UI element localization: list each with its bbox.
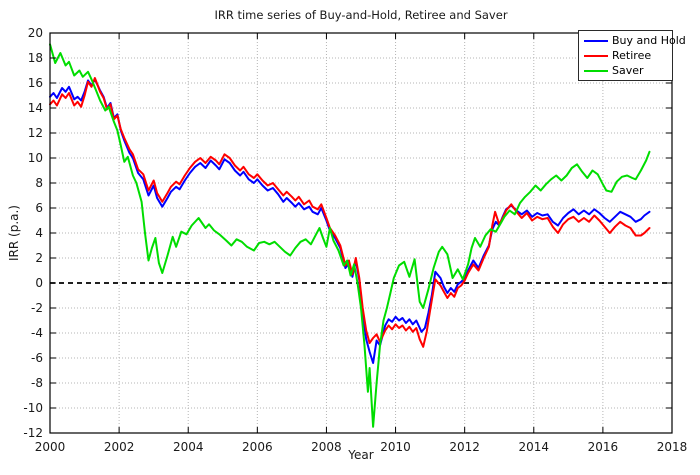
svg-text:16: 16 (28, 76, 43, 90)
svg-text:2010: 2010 (380, 440, 411, 454)
x-axis-label: Year (348, 448, 374, 462)
svg-text:20: 20 (28, 26, 43, 40)
svg-text:10: 10 (28, 151, 43, 165)
svg-text:4: 4 (35, 226, 43, 240)
svg-text:2014: 2014 (519, 440, 550, 454)
svg-text:2: 2 (35, 251, 43, 265)
svg-text:2006: 2006 (242, 440, 273, 454)
svg-text:12: 12 (28, 126, 43, 140)
svg-text:2018: 2018 (657, 440, 688, 454)
legend-item: Saver (579, 63, 672, 78)
svg-text:2008: 2008 (311, 440, 342, 454)
svg-text:2016: 2016 (588, 440, 619, 454)
axis-ticks (49, 32, 673, 434)
svg-text:-4: -4 (31, 326, 43, 340)
x-tick-labels: 2000 2002 2004 2006 2008 2010 2012 2014 2016 2018 (35, 440, 688, 454)
chart-title: IRR time series of Buy-and-Hold, Retiree… (214, 8, 508, 22)
svg-text:-10: -10 (23, 401, 43, 415)
gridlines (50, 33, 672, 433)
svg-text:-12: -12 (23, 426, 43, 440)
svg-text:2002: 2002 (104, 440, 135, 454)
svg-text:0: 0 (35, 276, 43, 290)
series-line-retiree (49, 77, 651, 348)
svg-text:-2: -2 (31, 301, 43, 315)
legend-label: Saver (612, 64, 644, 77)
svg-text:-6: -6 (31, 351, 43, 365)
legend-item: Buy and Hold (579, 33, 686, 48)
y-tick-labels: -12 -10 -8 -6 -4 -2 0 2 4 6 8 10 12 14 16 18 20 (23, 26, 43, 440)
svg-text:8: 8 (35, 176, 43, 190)
legend: Buy and Hold Retiree Saver (578, 30, 686, 81)
series-line-buy-and-hold (49, 78, 651, 364)
series-line-saver (49, 43, 651, 428)
legend-label: Retiree (612, 49, 652, 62)
y-axis-label: IRR (p.a.) (7, 205, 21, 261)
legend-label: Buy and Hold (612, 34, 686, 47)
series-lines (49, 43, 651, 428)
svg-text:2004: 2004 (173, 440, 204, 454)
svg-text:18: 18 (28, 51, 43, 65)
svg-text:14: 14 (28, 101, 43, 115)
svg-text:-8: -8 (31, 376, 43, 390)
legend-color-line (584, 54, 608, 57)
legend-color-line (584, 69, 608, 72)
svg-text:2012: 2012 (449, 440, 480, 454)
legend-color-line (584, 39, 608, 42)
svg-text:2000: 2000 (35, 440, 66, 454)
svg-text:6: 6 (35, 201, 43, 215)
legend-item: Retiree (579, 48, 672, 63)
